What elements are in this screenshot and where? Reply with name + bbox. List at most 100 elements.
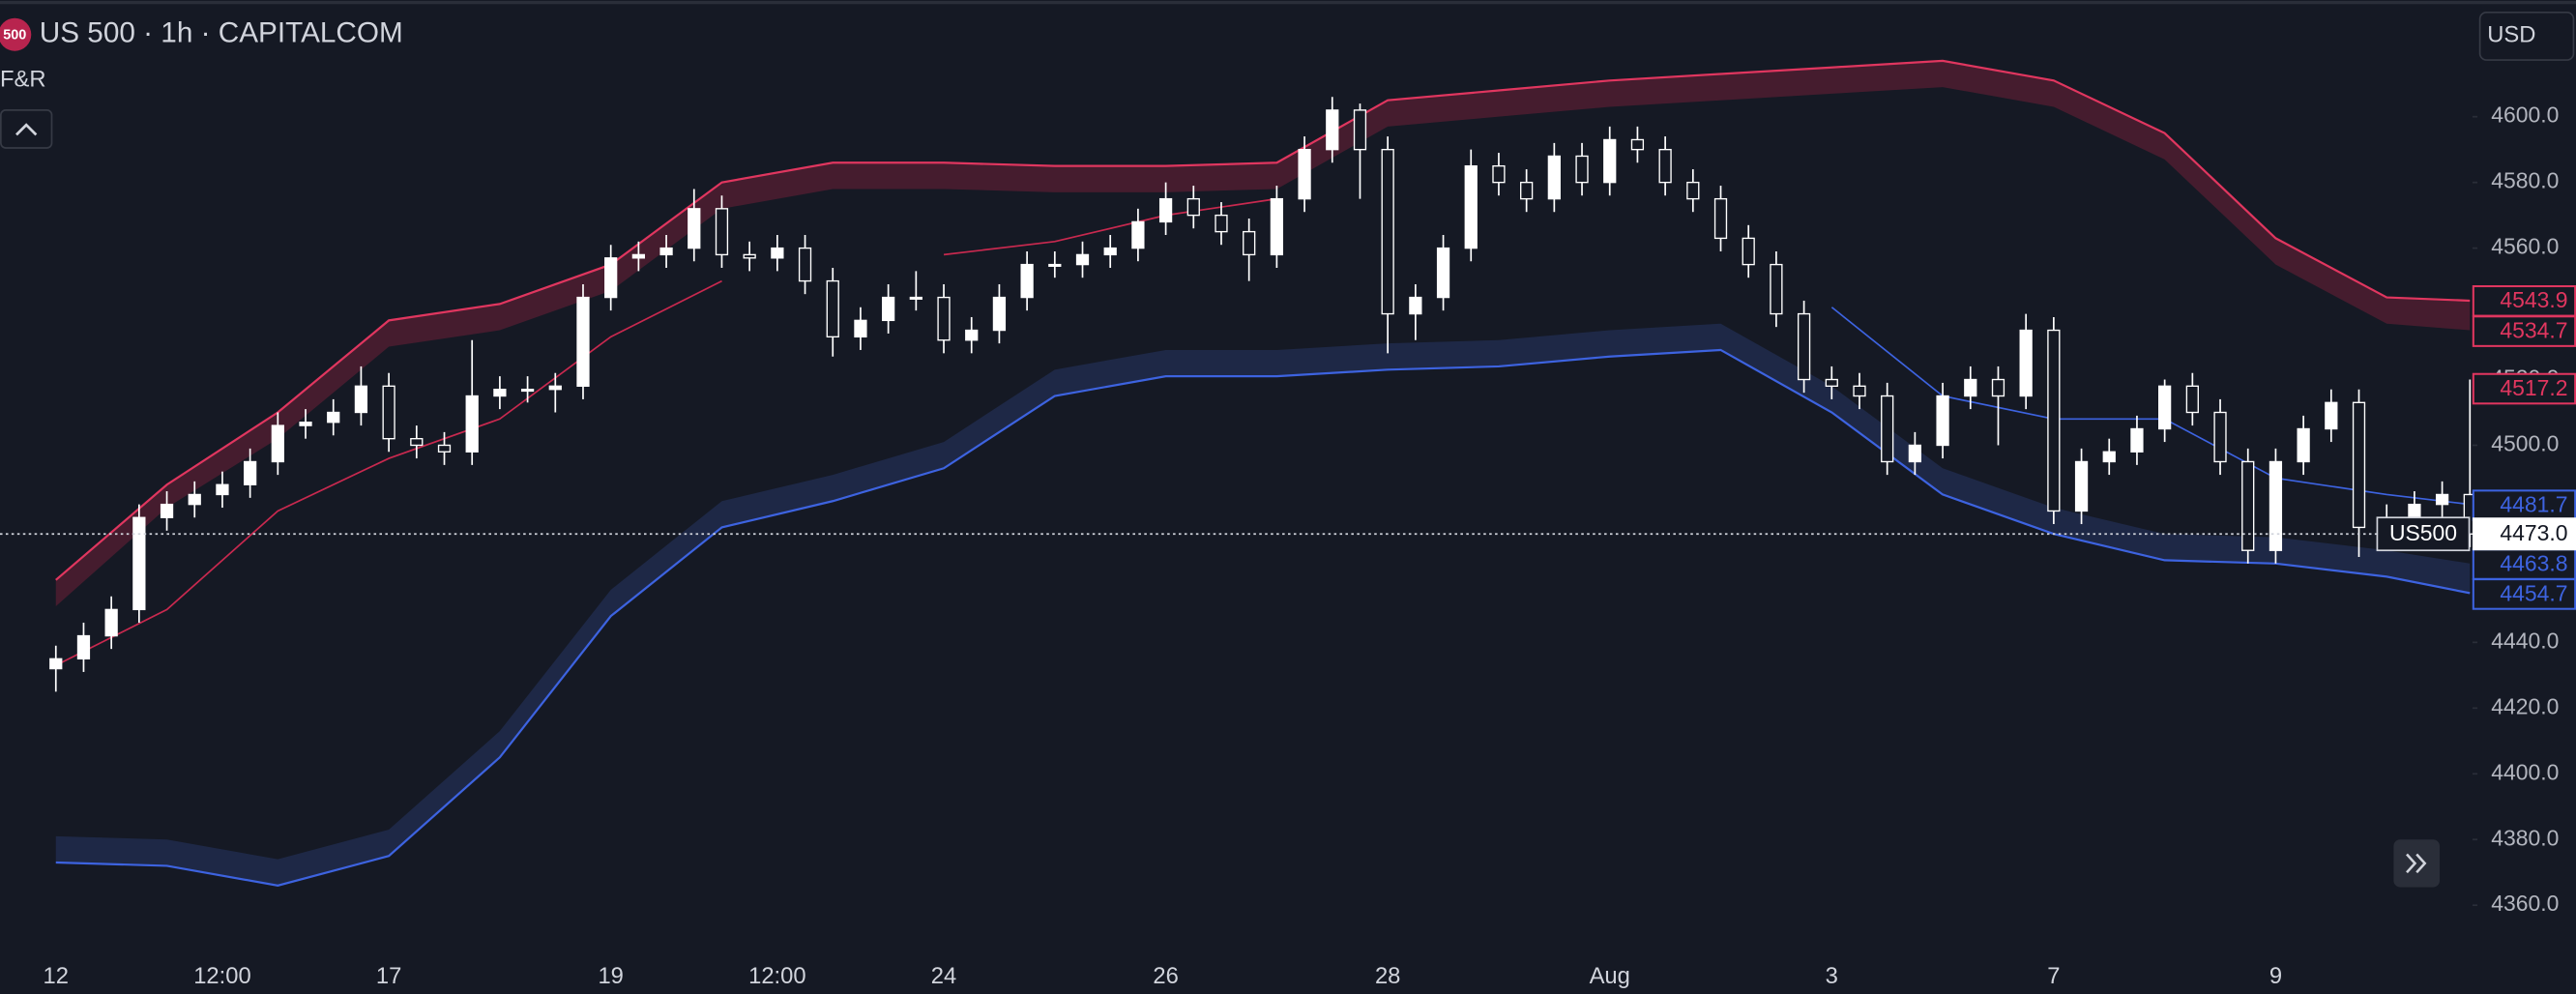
candle-body (2019, 329, 2033, 397)
candle-body (465, 395, 479, 453)
price-label-box (2472, 315, 2576, 347)
candle-body (216, 483, 229, 496)
candle-body (244, 460, 257, 485)
candle-body (771, 247, 784, 259)
collapse-button[interactable] (0, 109, 53, 149)
y-tick-label: 4380.0 (2491, 825, 2559, 850)
x-tick-label: 9 (2269, 963, 2282, 989)
price-label: 4543.9 (2500, 287, 2567, 312)
candle-body (743, 253, 756, 259)
candle-body (2325, 401, 2338, 430)
candle-body (188, 493, 201, 506)
candle-body (437, 444, 452, 453)
currency-button[interactable] (2478, 11, 2575, 61)
candle-body (2074, 460, 2089, 512)
candle-body (1908, 444, 1922, 463)
band-edge-line (55, 59, 2471, 581)
candle-body (354, 385, 368, 414)
candle-body (1243, 230, 1256, 256)
price-label-box (2472, 578, 2576, 610)
indicator-name: F&R (0, 67, 46, 93)
x-tick-label: 12:00 (193, 963, 250, 989)
candle-body (1547, 155, 1561, 200)
candle-body (882, 296, 895, 322)
candle-body (1520, 181, 1534, 200)
candle-body (604, 257, 618, 299)
candle-body (2102, 451, 2116, 463)
candle-body (1409, 296, 1422, 315)
band-fill (55, 60, 2471, 606)
candle-body (1020, 263, 1034, 299)
candle-body (2047, 329, 2061, 512)
candle-body (382, 385, 395, 440)
symbol-tag-box (2376, 516, 2471, 552)
candle-body (715, 208, 729, 256)
x-tick-label: 3 (1826, 963, 1838, 989)
candle-body (1492, 164, 1506, 184)
price-label-box (2472, 285, 2576, 317)
candle-body (1326, 109, 1339, 151)
y-tick-label: 4400.0 (2491, 759, 2559, 784)
price-label: 4463.8 (2500, 550, 2567, 575)
price-label: 4534.7 (2500, 317, 2567, 342)
y-tick-label: 4600.0 (2491, 102, 2559, 128)
candle-body (2213, 411, 2227, 463)
currency-label: USD (2487, 22, 2535, 48)
candle-body (520, 389, 535, 393)
candle-body (1713, 197, 1728, 240)
candle-body (1630, 138, 1645, 151)
x-tick-label: 19 (598, 963, 623, 989)
candle-body (160, 503, 174, 518)
candle-body (1964, 378, 1977, 397)
candle-body (1853, 385, 1866, 397)
candle-body (1797, 312, 1811, 381)
candle-body (1381, 148, 1394, 315)
candle-body (1131, 220, 1145, 249)
candle-body (327, 411, 340, 424)
symbol-logo (0, 17, 32, 51)
candle-body (1464, 164, 1478, 249)
candle-body (2185, 385, 2199, 414)
candle-body (49, 658, 63, 670)
candle-body (548, 385, 562, 391)
axis-labels: 4360.04380.04400.04420.04440.04460.04480… (44, 102, 2576, 989)
candle-body (826, 279, 839, 338)
candle-body (410, 438, 424, 447)
candle-body (1436, 247, 1450, 299)
candle-body (1298, 148, 1311, 200)
candle-body (1881, 395, 1894, 463)
candle-body (2130, 427, 2144, 453)
band-edge-line (55, 348, 2471, 887)
candle-body (1770, 263, 1783, 315)
candle-body (1186, 197, 1200, 217)
x-tick-label: Aug (1590, 963, 1630, 989)
candle-body (1075, 253, 1090, 266)
candle-body (493, 389, 507, 397)
x-tick-label: 12:00 (748, 963, 805, 989)
candle-body (1048, 263, 1062, 267)
symbol-title: US 500 · 1h · CAPITALCOM (40, 17, 403, 49)
candle-body (909, 296, 922, 300)
candle-body (992, 296, 1007, 332)
price-label-box (2472, 372, 2576, 405)
candle-body (2158, 385, 2172, 430)
x-tick-label: 17 (376, 963, 401, 989)
candle-body (2408, 503, 2421, 518)
candle-body (1575, 155, 1589, 184)
collapse-icon (15, 123, 38, 136)
candle-body (104, 608, 118, 637)
x-tick-label: 24 (931, 963, 956, 989)
price-label: 4481.7 (2500, 492, 2567, 517)
candle-body (1215, 214, 1228, 233)
candle-body (132, 516, 146, 611)
x-tick-label: 28 (1375, 963, 1400, 989)
candle-body (1603, 138, 1617, 184)
candle-body (1158, 197, 1173, 223)
y-tick-label: 4560.0 (2491, 234, 2559, 259)
candle-body (659, 247, 673, 256)
x-tick-label: 12 (44, 963, 69, 989)
candle-body (854, 319, 867, 338)
candle-body (1686, 181, 1700, 200)
logo-text: 500 (3, 27, 26, 43)
